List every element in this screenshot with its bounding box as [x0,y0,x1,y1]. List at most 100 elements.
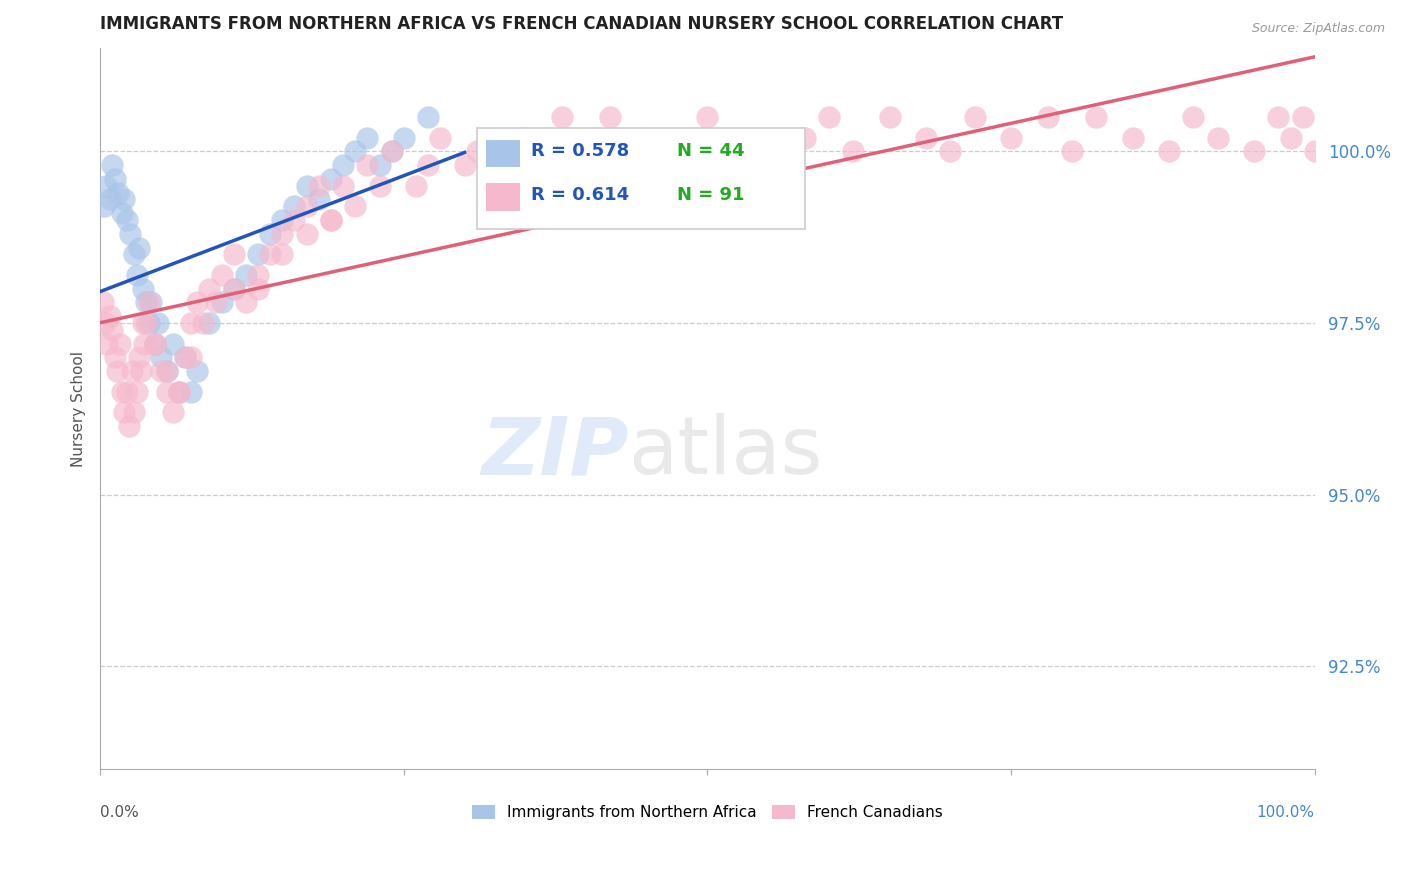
Point [193,316,215,330]
Point [319,213,342,227]
Point [636,130,658,145]
Point [111,206,134,220]
Point [96,336,118,351]
Point [1036,110,1059,124]
Point [112,405,135,419]
Point [141,295,163,310]
Point [115,213,138,227]
Point [332,178,354,193]
Point [104,351,127,365]
Point [98,193,121,207]
Text: atlas: atlas [628,413,823,491]
Point [283,213,305,227]
Point [149,364,172,378]
Point [1267,110,1289,124]
Point [138,316,160,330]
Point [515,130,537,145]
Y-axis label: Nursery School: Nursery School [72,351,86,467]
Point [1060,145,1083,159]
Point [1157,145,1180,159]
Point [259,227,281,241]
Point [720,145,742,159]
Point [149,351,172,365]
Point [138,295,160,310]
Point [115,384,138,399]
FancyBboxPatch shape [477,128,804,228]
Point [271,227,294,241]
Point [453,158,475,172]
Point [271,213,294,227]
Point [478,145,501,159]
Point [368,178,391,193]
Point [356,158,378,172]
Text: R = 0.614: R = 0.614 [531,186,630,203]
Point [122,405,145,419]
Point [96,178,118,193]
Point [271,247,294,261]
Point [108,336,131,351]
Point [135,295,157,310]
Point [283,199,305,213]
Point [259,247,281,261]
Point [131,364,153,378]
Point [131,282,153,296]
Point [156,364,179,378]
Point [198,282,221,296]
Point [1122,130,1144,145]
Point [842,145,865,159]
Point [319,213,342,227]
Legend: Immigrants from Northern Africa, French Canadians: Immigrants from Northern Africa, French … [465,799,949,827]
Point [247,268,270,282]
Text: N = 44: N = 44 [678,142,745,160]
Point [1279,130,1302,145]
Point [128,241,150,255]
Point [235,295,257,310]
Point [1303,145,1326,159]
Point [112,193,135,207]
Point [879,110,901,124]
Point [91,295,114,310]
Point [793,130,815,145]
Point [1206,130,1229,145]
Point [174,351,197,365]
Point [94,316,117,330]
Point [247,282,270,296]
Point [156,384,179,399]
Point [167,384,190,399]
Point [1182,110,1205,124]
Point [672,158,695,172]
Point [198,316,221,330]
Point [111,384,134,399]
Point [167,384,190,399]
Point [121,364,143,378]
Point [319,172,342,186]
Point [222,247,245,261]
Point [131,316,153,330]
FancyBboxPatch shape [486,183,520,211]
Point [125,384,148,399]
Point [1000,130,1022,145]
Point [915,130,938,145]
Point [162,336,184,351]
Point [143,336,166,351]
Point [135,316,157,330]
Text: Source: ZipAtlas.com: Source: ZipAtlas.com [1251,22,1385,36]
Point [143,336,166,351]
Point [332,158,354,172]
Point [551,110,574,124]
Point [295,227,318,241]
Point [416,110,439,124]
Point [696,110,718,124]
Point [125,268,148,282]
Point [381,145,404,159]
Point [122,247,145,261]
Text: 100.0%: 100.0% [1257,805,1315,821]
Point [180,384,202,399]
Point [180,351,202,365]
Point [156,364,179,378]
Point [344,145,367,159]
Point [211,268,233,282]
Point [247,247,270,261]
Point [235,268,257,282]
Point [118,419,141,434]
